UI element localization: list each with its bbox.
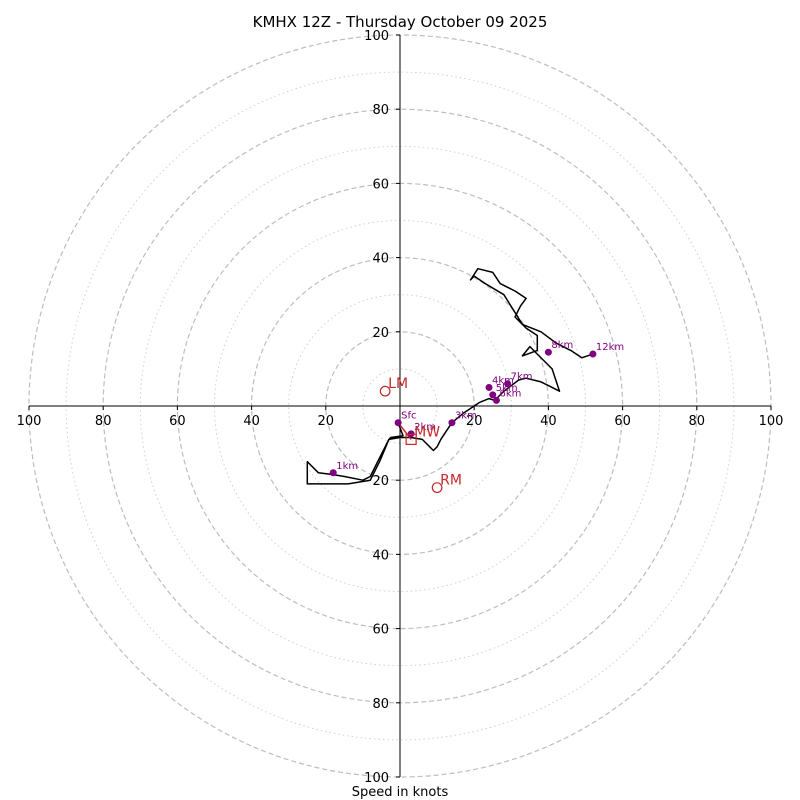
x-tick-label: 80 xyxy=(689,414,706,429)
height-marker-12km xyxy=(589,350,597,358)
tick-labels: 100 80 60 40 20 20 40 60 80 100 100 80 60 40 20 20 40 60 8… xyxy=(17,29,784,786)
height-marker-label: 1km xyxy=(336,461,358,472)
height-marker-5km xyxy=(489,391,497,399)
height-marker-label: Sfc xyxy=(401,411,416,422)
y-tick-label: 100 xyxy=(364,29,389,44)
hodograph-trace xyxy=(306,267,594,485)
height-marker-label: 8km xyxy=(551,340,573,351)
height-marker-label: 7km xyxy=(511,372,533,383)
height-marker-8km xyxy=(544,348,552,356)
y-tick-label: 100 xyxy=(364,771,389,786)
x-tick-label: 20 xyxy=(318,414,335,429)
x-tick-label: 20 xyxy=(466,414,483,429)
height-marker-7km xyxy=(504,380,512,388)
y-tick-label: 80 xyxy=(372,103,389,118)
axes xyxy=(29,35,771,777)
height-marker-4km xyxy=(485,383,493,391)
y-tick-label: 60 xyxy=(372,623,389,638)
x-tick-label: 40 xyxy=(540,414,557,429)
y-tick-label: 20 xyxy=(372,474,389,489)
height-marker-label: 2km xyxy=(414,422,436,433)
y-tick-label: 80 xyxy=(372,697,389,712)
height-marker-label: 4km xyxy=(492,375,514,386)
x-tick-label: 60 xyxy=(614,414,631,429)
storm-motion-label: LM xyxy=(388,376,408,392)
height-marker-sfc xyxy=(394,419,402,427)
y-tick-label: 20 xyxy=(372,326,389,341)
height-marker-label: 6km xyxy=(499,388,521,399)
storm-motion-rm-marker xyxy=(431,482,443,494)
shear-vector xyxy=(397,422,412,440)
height-marker-3km xyxy=(448,419,456,427)
x-tick-label: 100 xyxy=(759,414,784,429)
y-tick-label: 40 xyxy=(372,548,389,563)
storm-motion-label: MW xyxy=(414,424,440,440)
storm-motion-lm-marker xyxy=(379,385,391,397)
height-marker-1km xyxy=(329,469,337,477)
chart-title: KMHX 12Z - Thursday October 09 2025 xyxy=(253,13,548,31)
height-marker-label: 12km xyxy=(596,342,624,353)
x-tick-label: 80 xyxy=(95,414,112,429)
x-axis-label: Speed in knots xyxy=(352,785,449,800)
x-tick-label: 40 xyxy=(243,414,260,429)
height-marker-label: 5km xyxy=(496,383,518,394)
y-tick-label: 40 xyxy=(372,252,389,267)
y-tick-label: 60 xyxy=(372,177,389,192)
storm-motion-mw-marker xyxy=(405,433,417,445)
storm-motion-markers: LM RM MW xyxy=(379,376,462,494)
hodograph-trace-group xyxy=(306,267,594,485)
height-marker-6km xyxy=(492,396,500,404)
storm-motion-label: RM xyxy=(440,473,462,489)
x-tick-label: 60 xyxy=(169,414,186,429)
x-tick-label: 100 xyxy=(17,414,42,429)
height-marker-label: 3km xyxy=(455,411,477,422)
